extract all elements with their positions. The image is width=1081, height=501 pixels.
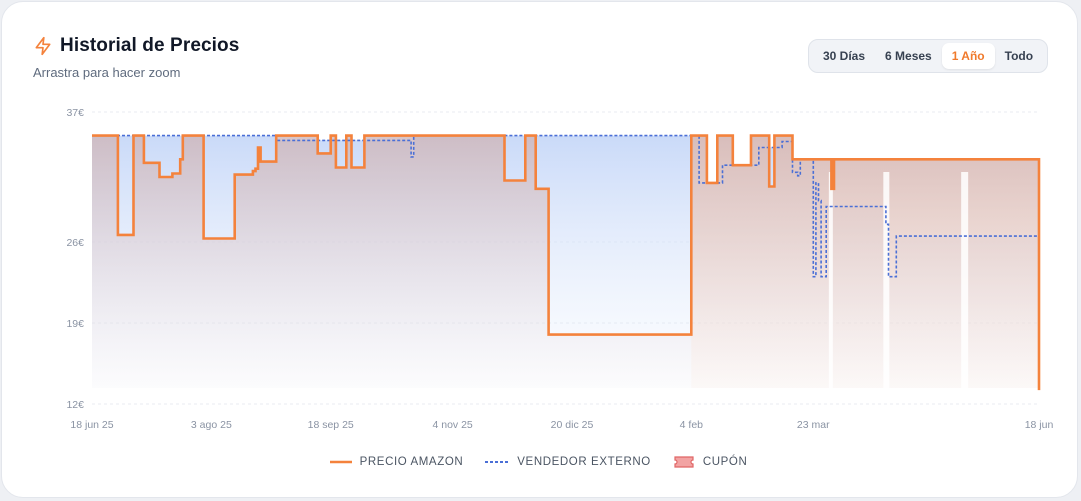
- data-gap: [961, 172, 969, 388]
- x-tick-label: 20 dic 25: [551, 419, 594, 431]
- coupon-icon: [674, 456, 694, 468]
- legend-label-amazon: PRECIO AMAZON: [359, 456, 464, 468]
- card-title: Historial de Precios: [60, 35, 240, 56]
- overlap-area: [92, 135, 1039, 391]
- title-row: Historial de Precios: [33, 35, 239, 57]
- legend-item-amazon[interactable]: PRECIO AMAZON: [329, 456, 464, 468]
- chart-legend: PRECIO AMAZON VENDEDOR EXTERNO CUPÓN: [0, 455, 1077, 469]
- price-chart[interactable]: 37€ 26€ 19€ 12€ 18 jun 25 3 ago 25 18 sep 25 4 …: [0, 0, 1081, 440]
- dashed-line-icon: [485, 461, 510, 463]
- legend-item-coupon[interactable]: CUPÓN: [673, 455, 748, 469]
- card-subtitle: Arrastra para hacer zoom: [33, 65, 181, 80]
- x-tick-label: 18 jun 25: [70, 419, 113, 431]
- lightning-icon: [35, 36, 51, 56]
- data-gap: [883, 172, 890, 388]
- legend-item-external[interactable]: VENDEDOR EXTERNO: [485, 456, 651, 468]
- x-tick-label: 4 nov 25: [432, 419, 472, 431]
- y-tick-label: 19€: [66, 318, 84, 330]
- x-tick-label: 3 ago 25: [191, 419, 232, 431]
- external-price-line[interactable]: [92, 134, 1039, 278]
- y-tick-label: 37€: [66, 107, 84, 119]
- range-all-button[interactable]: Todo: [1004, 49, 1034, 63]
- legend-label-external: VENDEDOR EXTERNO: [517, 456, 651, 468]
- range-1-year-button[interactable]: 1 Año: [941, 43, 995, 69]
- legend-label-coupon: CUPÓN: [702, 456, 748, 468]
- x-tick-label: 23 mar: [797, 419, 830, 431]
- x-tick-label: 18 sep 25: [308, 419, 354, 431]
- x-tick-label: 4 feb: [680, 419, 704, 431]
- range-6-months-button[interactable]: 6 Meses: [885, 49, 932, 63]
- range-selector: 30 Días 6 Meses 1 Año Todo: [808, 39, 1049, 73]
- x-tick-label: 18 jun: [1025, 419, 1054, 431]
- range-30-days-button[interactable]: 30 Días: [823, 49, 866, 63]
- solid-line-icon: [329, 460, 352, 464]
- amazon-price-line[interactable]: [92, 134, 1041, 391]
- data-gap: [828, 172, 833, 388]
- y-tick-label: 26€: [66, 237, 84, 249]
- y-tick-label: 12€: [66, 399, 84, 411]
